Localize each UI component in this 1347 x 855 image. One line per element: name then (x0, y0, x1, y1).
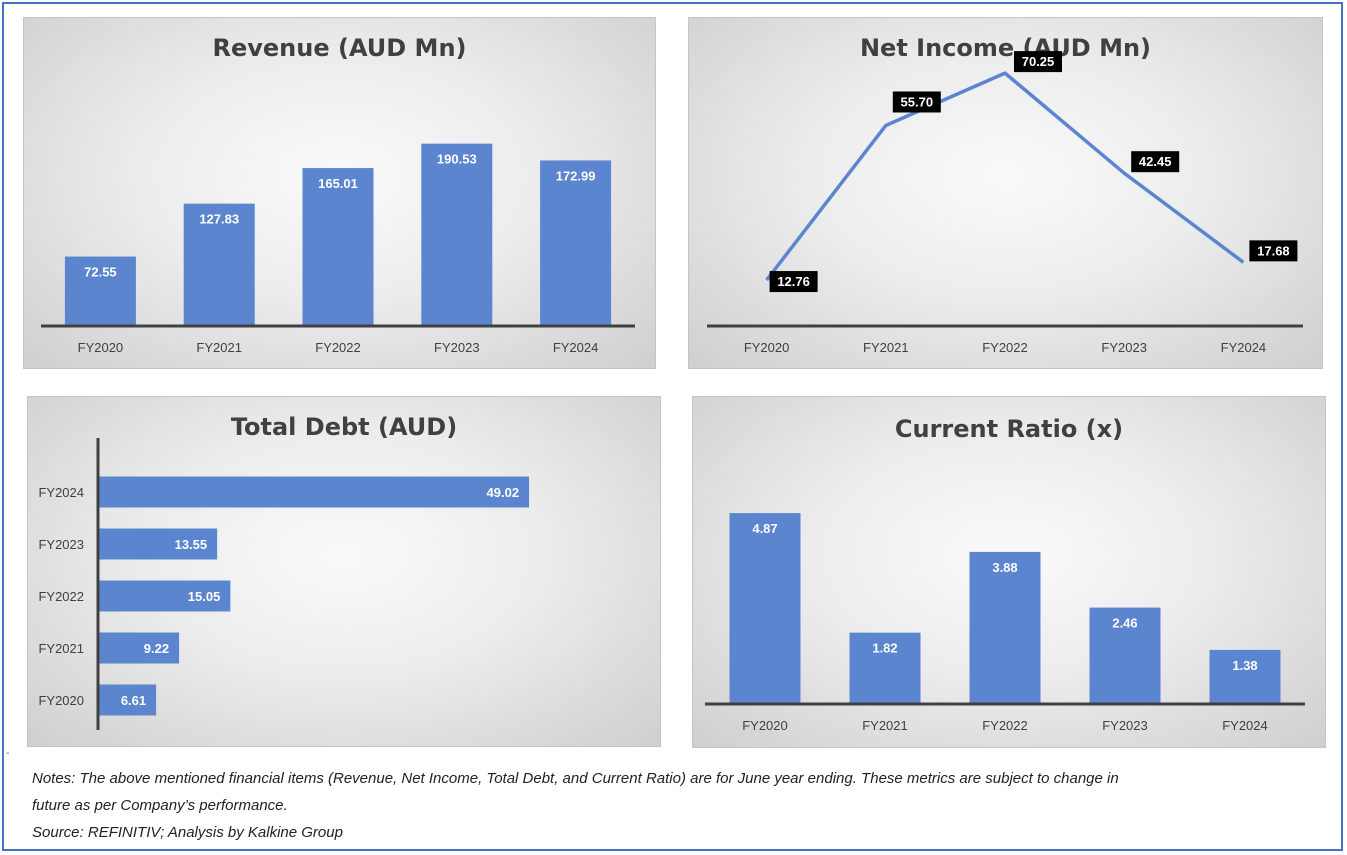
bar-value-label: 2.46 (1112, 616, 1137, 631)
y-tick-label: FY2020 (38, 693, 84, 708)
notes-line-2: future as per Company’s performance. (32, 797, 288, 814)
bar (540, 160, 612, 326)
chart-title: Net Income (AUD Mn) (860, 34, 1151, 62)
notes-block: Notes: The above mentioned financial ite… (32, 765, 1312, 846)
bar-value-label: 6.61 (121, 693, 146, 708)
bar-value-label: 4.87 (752, 521, 777, 536)
data-label: 12.76 (777, 274, 810, 289)
x-tick-label: FY2024 (553, 340, 599, 355)
bar-value-label: 1.38 (1232, 658, 1257, 673)
bar-value-label: 127.83 (199, 212, 239, 227)
x-tick-label: FY2021 (196, 340, 242, 355)
data-label-box (1014, 51, 1062, 73)
x-tick-label: FY2022 (982, 718, 1028, 733)
bar-value-label: 13.55 (175, 537, 208, 552)
bar (1209, 649, 1281, 704)
x-tick-label: FY2022 (982, 340, 1028, 355)
current-ratio-chart: Current Ratio (x) 4.87 FY2020 1.82 FY2021 3.8… (693, 397, 1325, 747)
y-tick-label: FY2023 (38, 537, 84, 552)
data-label: 17.68 (1257, 243, 1290, 258)
bar (729, 513, 801, 704)
total-debt-chart-svg: Total Debt (AUD) 49.02 FY2024 13.55 FY2023 15… (38, 413, 530, 730)
bar (98, 476, 530, 508)
bar (98, 580, 231, 612)
revenue-chart: Revenue (AUD Mn) 72.55 FY2020 127.83 FY2021 1… (24, 18, 655, 368)
total-debt-chart: Total Debt (AUD) 49.02 FY2024 13.55 FY2023 15… (28, 397, 660, 746)
bar-value-label: 9.22 (144, 641, 169, 656)
current-ratio-chart-svg: Current Ratio (x) 4.87 FY2020 1.82 FY2021 3.8… (705, 415, 1305, 733)
bar-value-label: 190.53 (437, 152, 477, 167)
y-tick-label: FY2022 (38, 589, 84, 604)
x-tick-label: FY2022 (315, 340, 361, 355)
bar-value-label: 165.01 (318, 176, 358, 191)
chart-title: Total Debt (AUD) (231, 413, 457, 441)
bar (302, 168, 374, 326)
bar (98, 684, 157, 716)
y-tick-label: FY2021 (38, 641, 84, 656)
notes-line-1: Notes: The above mentioned financial ite… (32, 770, 1119, 787)
bar (1089, 607, 1161, 704)
net-income-chart-svg: Net Income (AUD Mn) 12.76 FY2020 55.70 FY202… (707, 34, 1303, 355)
data-label-box (1249, 240, 1298, 262)
revenue-chart-svg: Revenue (AUD Mn) 72.55 FY2020 127.83 FY2021 1… (41, 34, 635, 355)
bar-value-label: 49.02 (487, 485, 520, 500)
bar (849, 632, 921, 704)
data-label: 55.70 (901, 94, 934, 109)
bar-value-label: 172.99 (556, 168, 596, 183)
x-tick-label: FY2023 (434, 340, 480, 355)
data-label: 70.25 (1022, 54, 1055, 69)
x-tick-label: FY2021 (863, 340, 909, 355)
source-line: Source: REFINITIV; Analysis by Kalkine G… (32, 824, 343, 841)
bar-value-label: 15.05 (188, 589, 221, 604)
bar (98, 528, 218, 560)
data-label: 42.45 (1139, 154, 1172, 169)
x-tick-label: FY2020 (742, 718, 788, 733)
x-tick-label: FY2023 (1102, 718, 1148, 733)
x-tick-label: FY2024 (1221, 340, 1267, 355)
bar-value-label: 3.88 (992, 560, 1017, 575)
bar (183, 203, 255, 326)
data-label-box (769, 271, 818, 293)
series-line (765, 71, 1245, 282)
chart-title: Current Ratio (x) (895, 415, 1123, 443)
x-tick-label: FY2020 (744, 340, 790, 355)
bar (64, 256, 136, 326)
bar-value-label: 72.55 (84, 265, 117, 280)
chart-title: Revenue (AUD Mn) (213, 34, 467, 62)
x-tick-label: FY2020 (78, 340, 124, 355)
data-label-box (1131, 151, 1180, 173)
y-tick-label: FY2024 (38, 485, 84, 500)
x-tick-label: FY2021 (862, 718, 908, 733)
x-tick-label: FY2023 (1101, 340, 1147, 355)
data-label-box (892, 91, 941, 113)
bar (421, 143, 493, 326)
x-tick-label: FY2024 (1222, 718, 1268, 733)
bar (98, 632, 180, 664)
bar (969, 551, 1041, 704)
bar-value-label: 1.82 (872, 641, 897, 656)
net-income-chart: Net Income (AUD Mn) 12.76 FY2020 55.70 FY202… (689, 18, 1322, 368)
stray-mark: - (6, 748, 10, 759)
